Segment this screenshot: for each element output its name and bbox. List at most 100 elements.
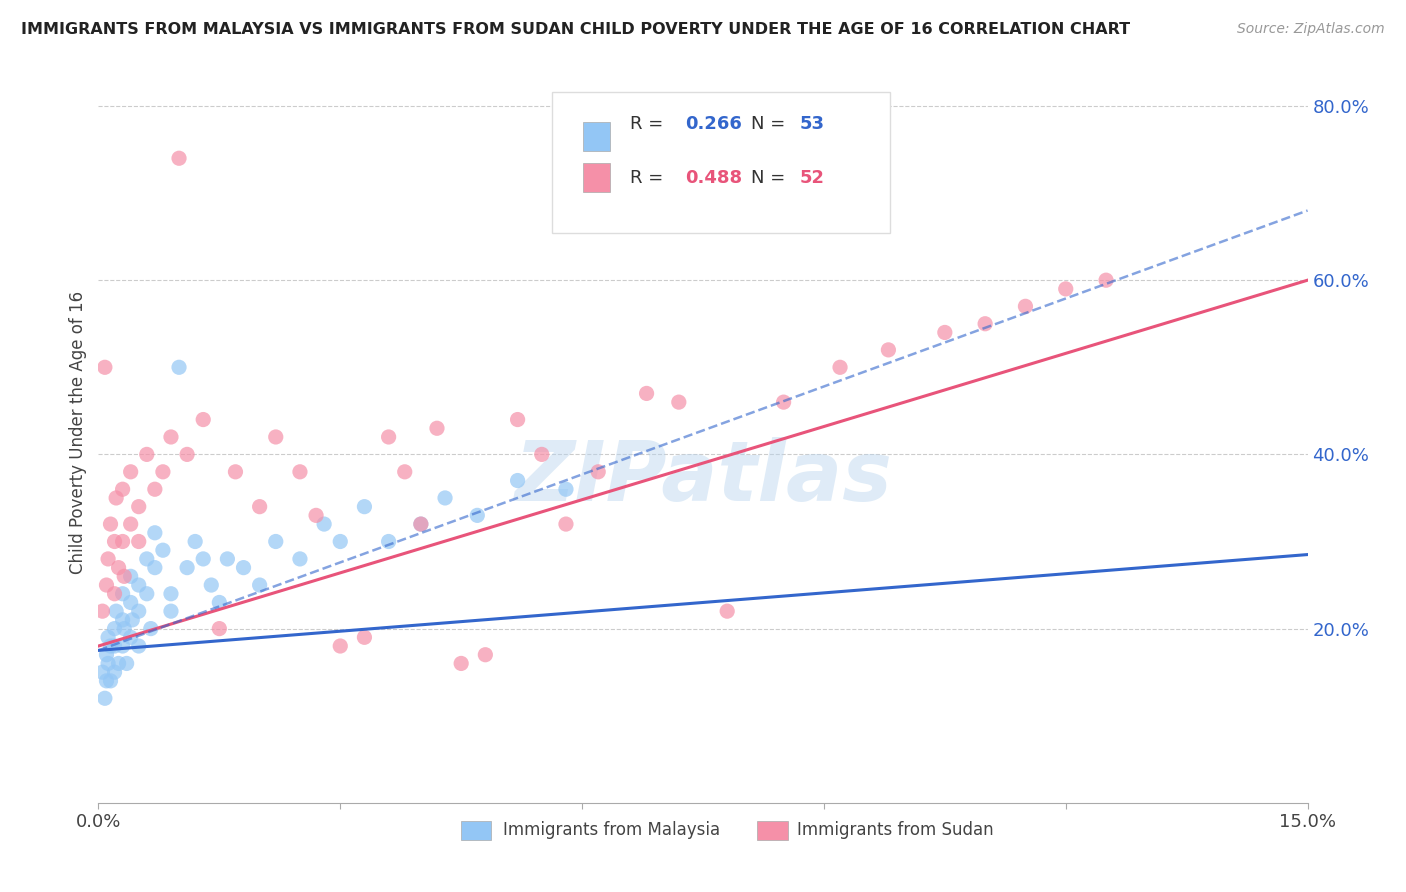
Point bbox=[120, 569, 142, 583]
Point bbox=[555, 482, 578, 496]
Point bbox=[107, 560, 129, 574]
Point bbox=[232, 560, 254, 574]
Point bbox=[828, 360, 851, 375]
Point bbox=[377, 534, 399, 549]
Point bbox=[217, 552, 239, 566]
Point bbox=[94, 691, 117, 706]
Point bbox=[97, 630, 120, 644]
Point bbox=[394, 465, 416, 479]
Point bbox=[193, 412, 215, 426]
Point bbox=[112, 622, 135, 636]
Point bbox=[264, 430, 287, 444]
Point bbox=[103, 534, 125, 549]
Point bbox=[1014, 299, 1036, 313]
Point bbox=[288, 465, 311, 479]
Point bbox=[305, 508, 328, 523]
Point bbox=[128, 639, 150, 653]
Point bbox=[530, 447, 553, 461]
Point bbox=[167, 360, 190, 375]
Text: R =: R = bbox=[630, 115, 669, 133]
Point bbox=[96, 648, 118, 662]
Point bbox=[103, 587, 125, 601]
Point bbox=[135, 447, 157, 461]
Point bbox=[426, 421, 449, 435]
Point bbox=[329, 639, 352, 653]
Point bbox=[100, 517, 122, 532]
Point bbox=[264, 534, 287, 549]
Point bbox=[128, 534, 150, 549]
Text: R =: R = bbox=[630, 169, 669, 187]
Text: 52: 52 bbox=[800, 169, 825, 187]
Text: ZIPatlas: ZIPatlas bbox=[515, 436, 891, 517]
Point bbox=[160, 430, 183, 444]
Text: 0.266: 0.266 bbox=[685, 115, 742, 133]
Point bbox=[506, 412, 529, 426]
Point bbox=[105, 491, 128, 505]
Point bbox=[111, 639, 134, 653]
Text: Immigrants from Sudan: Immigrants from Sudan bbox=[797, 822, 994, 839]
Point bbox=[176, 560, 198, 574]
Point bbox=[152, 465, 174, 479]
Point bbox=[111, 534, 134, 549]
Bar bbox=[758, 822, 787, 840]
Point bbox=[353, 500, 375, 514]
Point bbox=[103, 665, 125, 680]
Point bbox=[135, 552, 157, 566]
Point bbox=[474, 648, 496, 662]
Point bbox=[465, 508, 488, 523]
Point bbox=[434, 491, 457, 505]
Point bbox=[1054, 282, 1077, 296]
Point bbox=[111, 587, 134, 601]
Point bbox=[143, 560, 166, 574]
Point bbox=[288, 552, 311, 566]
Text: N =: N = bbox=[751, 115, 792, 133]
Point bbox=[877, 343, 900, 357]
Point bbox=[128, 500, 150, 514]
Point bbox=[586, 465, 609, 479]
Point bbox=[143, 525, 166, 540]
Point bbox=[176, 447, 198, 461]
Point bbox=[224, 465, 246, 479]
Point bbox=[934, 326, 956, 340]
Bar bbox=[583, 122, 610, 152]
Point bbox=[91, 665, 114, 680]
Point bbox=[974, 317, 997, 331]
Point bbox=[111, 482, 134, 496]
Point bbox=[120, 517, 142, 532]
Point bbox=[249, 500, 271, 514]
Text: IMMIGRANTS FROM MALAYSIA VS IMMIGRANTS FROM SUDAN CHILD POVERTY UNDER THE AGE OF: IMMIGRANTS FROM MALAYSIA VS IMMIGRANTS F… bbox=[21, 22, 1130, 37]
Point bbox=[208, 595, 231, 609]
Point bbox=[107, 657, 129, 671]
Bar bbox=[461, 822, 492, 840]
FancyBboxPatch shape bbox=[551, 92, 890, 233]
Point bbox=[716, 604, 738, 618]
Point bbox=[121, 613, 143, 627]
Point bbox=[772, 395, 794, 409]
Point bbox=[97, 552, 120, 566]
Point bbox=[105, 604, 128, 618]
Point bbox=[152, 543, 174, 558]
Text: N =: N = bbox=[751, 169, 792, 187]
Bar bbox=[583, 162, 610, 192]
Point bbox=[112, 569, 135, 583]
Point bbox=[249, 578, 271, 592]
Point bbox=[96, 673, 118, 688]
Point bbox=[96, 578, 118, 592]
Point bbox=[184, 534, 207, 549]
Point bbox=[377, 430, 399, 444]
Point bbox=[139, 622, 162, 636]
Point bbox=[160, 587, 183, 601]
Point bbox=[636, 386, 658, 401]
Point bbox=[120, 630, 142, 644]
Point bbox=[506, 474, 529, 488]
Point bbox=[100, 673, 122, 688]
Text: Source: ZipAtlas.com: Source: ZipAtlas.com bbox=[1237, 22, 1385, 37]
Text: 0.488: 0.488 bbox=[685, 169, 742, 187]
Point bbox=[120, 465, 142, 479]
Point bbox=[111, 613, 134, 627]
Point bbox=[353, 630, 375, 644]
Point bbox=[94, 360, 117, 375]
Point bbox=[128, 578, 150, 592]
Point bbox=[668, 395, 690, 409]
Point bbox=[128, 604, 150, 618]
